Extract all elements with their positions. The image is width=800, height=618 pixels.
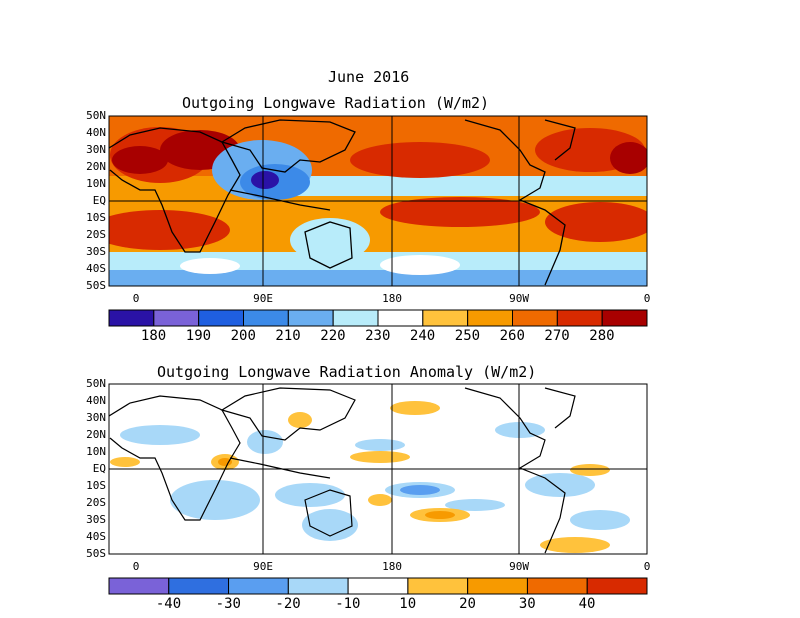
colorbar-swatch — [153, 309, 200, 327]
lon-tick-label: 90W — [509, 292, 529, 305]
lat-tick-label: 40S — [86, 530, 106, 543]
colorbar-tick-label: 200 — [230, 328, 256, 344]
colorbar-swatch — [467, 309, 513, 327]
lat-tick-label: 50N — [86, 377, 106, 390]
lon-tick-label: 180 — [382, 292, 402, 305]
colorbar-swatch — [287, 309, 334, 327]
colorbar-tick-label: 210 — [275, 328, 301, 344]
colorbar-swatch — [198, 309, 245, 327]
colorbar-tick-label: 240 — [409, 328, 436, 344]
lat-tick-label: 10N — [86, 177, 106, 190]
colorbar-tick-label: 220 — [320, 328, 346, 344]
lat-tick-label: 10S — [86, 211, 106, 224]
colorbar-swatch — [108, 309, 155, 327]
colorbar-tick-label: 10 — [399, 596, 417, 612]
lon-tick-label: 0 — [132, 560, 140, 573]
lon-tick-label: 90W — [509, 560, 529, 573]
colorbar-swatch — [168, 577, 230, 595]
colorbar-swatch — [108, 577, 170, 595]
colorbar-tick-label: -30 — [215, 596, 241, 612]
colorbar-tick-label: 20 — [459, 596, 476, 612]
lon-tick-label: 0 — [132, 292, 140, 305]
colorbar-tick-label: 250 — [454, 328, 481, 344]
colorbar-swatch — [601, 309, 648, 327]
colorbar-swatch — [467, 577, 528, 595]
lat-tick-label: EQ — [92, 194, 106, 207]
colorbar-swatch — [556, 309, 603, 327]
lon-tick-label: 90E — [253, 560, 273, 573]
lat-tick-label: 10N — [86, 445, 106, 458]
lon-tick-label: 0 — [643, 560, 651, 573]
colorbar-swatch — [287, 577, 349, 595]
olr-colorbar — [108, 309, 648, 327]
olr-subtitle: Outgoing Longwave Radiation (W/m2) — [182, 94, 490, 112]
lat-tick-label: 20N — [86, 428, 106, 441]
lat-tick-label: 20N — [86, 160, 106, 173]
olr-map — [109, 116, 647, 286]
colorbar-tick-label: 190 — [185, 328, 212, 344]
colorbar-swatch — [347, 577, 409, 595]
colorbar-tick-label: -20 — [275, 596, 301, 612]
colorbar-tick-label: -10 — [335, 596, 361, 612]
colorbar-swatch — [512, 309, 558, 327]
lon-tick-label: 0 — [643, 292, 651, 305]
colorbar-tick-label: 260 — [499, 328, 525, 344]
anomaly-gridlines — [109, 384, 647, 554]
colorbar-swatch — [243, 309, 289, 327]
lat-tick-label: 40S — [86, 262, 106, 275]
olr-title: June 2016 — [328, 68, 410, 86]
maritime-min — [251, 171, 279, 189]
colorbar-tick-label: 280 — [589, 328, 615, 344]
lon-tick-label: 180 — [382, 560, 402, 573]
lat-tick-label: 40N — [86, 394, 106, 407]
lat-tick-label: 30S — [86, 245, 106, 258]
colorbar-tick-label: 40 — [578, 596, 596, 612]
lat-tick-label: 30S — [86, 513, 106, 526]
olr-gridlines — [109, 116, 647, 286]
lat-tick-label: 30N — [86, 143, 106, 156]
lat-tick-label: 20S — [86, 496, 106, 509]
colorbar-tick-label: 30 — [518, 596, 536, 612]
lat-tick-label: 50S — [86, 547, 106, 560]
colorbar-swatch — [228, 577, 289, 595]
lat-tick-label: 40N — [86, 126, 106, 139]
colorbar-tick-label: 270 — [544, 328, 570, 344]
lat-tick-label: 50N — [86, 109, 106, 122]
colorbar-tick-label: 180 — [140, 328, 167, 344]
colorbar-tick-label: 230 — [365, 328, 391, 344]
colorbar-tick-label: -40 — [155, 596, 182, 612]
anomaly-colorbar — [108, 577, 648, 595]
colorbar-swatch — [332, 309, 379, 327]
colorbar-swatch — [526, 577, 588, 595]
lat-tick-label: 20S — [86, 228, 106, 241]
lat-tick-label: 10S — [86, 479, 106, 492]
anomaly-title: Outgoing Longwave Radiation Anomaly (W/m… — [157, 363, 537, 381]
colorbar-swatch — [422, 309, 469, 327]
colorbar-swatch — [377, 309, 424, 327]
lat-tick-label: 30N — [86, 411, 106, 424]
lat-tick-label: EQ — [92, 462, 106, 475]
lon-tick-label: 90E — [253, 292, 273, 305]
colorbar-swatch — [407, 577, 469, 595]
colorbar-swatch — [586, 577, 648, 595]
lat-tick-label: 50S — [86, 279, 106, 292]
